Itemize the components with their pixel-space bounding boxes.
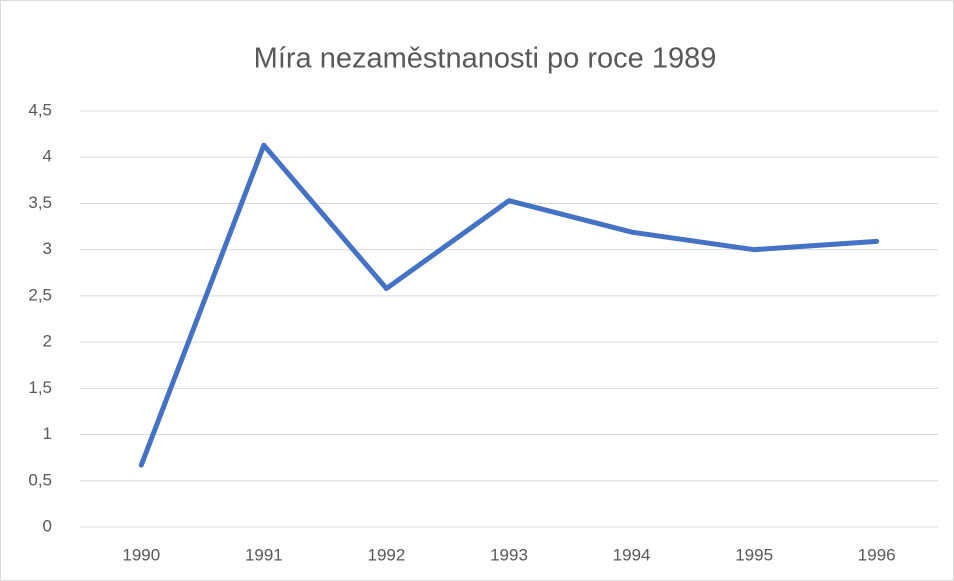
y-tick-label: 0 — [43, 516, 52, 535]
y-tick-label: 2 — [43, 332, 52, 351]
y-tick-label: 3 — [43, 239, 52, 258]
y-tick-label: 1 — [43, 424, 52, 443]
y-tick-label: 2,5 — [28, 285, 52, 304]
x-tick-label: 1991 — [245, 545, 283, 564]
x-tick-label: 1995 — [735, 545, 773, 564]
y-tick-label: 4 — [43, 147, 52, 166]
x-tick-label: 1994 — [613, 545, 651, 564]
x-tick-label: 1996 — [858, 545, 896, 564]
x-tick-label: 1993 — [490, 545, 528, 564]
chart-title: Míra nezaměstnanosti po roce 1989 — [254, 43, 717, 75]
y-tick-label: 1,5 — [28, 378, 52, 397]
y-tick-label: 4,5 — [28, 100, 52, 119]
x-tick-label: 1990 — [122, 545, 160, 564]
x-tick-label: 1992 — [368, 545, 406, 564]
y-tick-label: 3,5 — [28, 193, 52, 212]
y-tick-label: 0,5 — [28, 470, 52, 489]
data-line — [138, 142, 880, 468]
